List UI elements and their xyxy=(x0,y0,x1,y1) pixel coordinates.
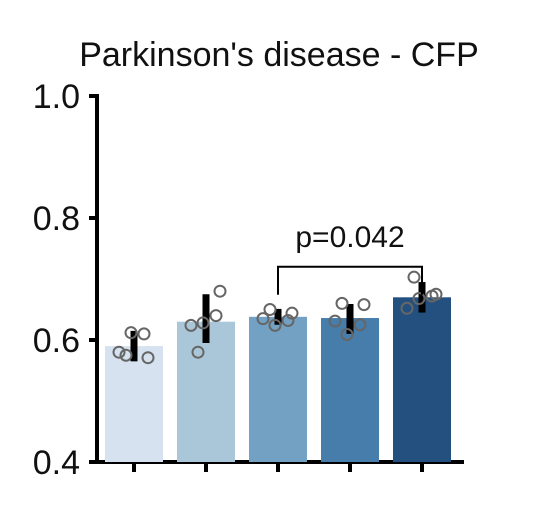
data-point xyxy=(407,270,421,284)
bar xyxy=(105,346,163,462)
data-point xyxy=(196,316,210,330)
data-point xyxy=(141,351,155,365)
data-point xyxy=(191,345,205,359)
data-point xyxy=(340,328,354,342)
data-point xyxy=(400,301,414,315)
data-point xyxy=(285,306,299,320)
plot-area: 0.4 0.6 0.8 1.0 p=0.042 xyxy=(33,78,464,482)
y-tick-label: 0.8 xyxy=(33,200,80,238)
data-point xyxy=(429,287,443,301)
data-point xyxy=(119,348,133,362)
data-point xyxy=(412,292,426,306)
data-point xyxy=(184,318,198,332)
bar xyxy=(249,316,307,462)
significance-label: p=0.042 xyxy=(295,221,404,254)
data-point xyxy=(213,284,227,298)
chart-title: Parkinson's disease - CFP xyxy=(79,36,479,74)
data-point xyxy=(328,314,342,328)
y-tick-label: 1.0 xyxy=(33,78,80,116)
data-point xyxy=(268,318,282,332)
data-point xyxy=(112,345,126,359)
data-point xyxy=(209,309,223,323)
data-point xyxy=(335,296,349,310)
bar xyxy=(177,321,235,462)
data-point xyxy=(263,303,277,316)
data-point xyxy=(124,326,138,340)
bar xyxy=(321,318,379,462)
data-point xyxy=(357,298,371,312)
y-tick-label: 0.6 xyxy=(33,322,80,360)
significance-bracket xyxy=(277,265,423,295)
bar xyxy=(393,297,451,462)
data-point xyxy=(256,312,270,326)
data-point xyxy=(353,318,367,332)
data-point xyxy=(281,313,295,327)
data-point xyxy=(137,327,151,341)
y-tick-label: 0.4 xyxy=(33,444,80,482)
